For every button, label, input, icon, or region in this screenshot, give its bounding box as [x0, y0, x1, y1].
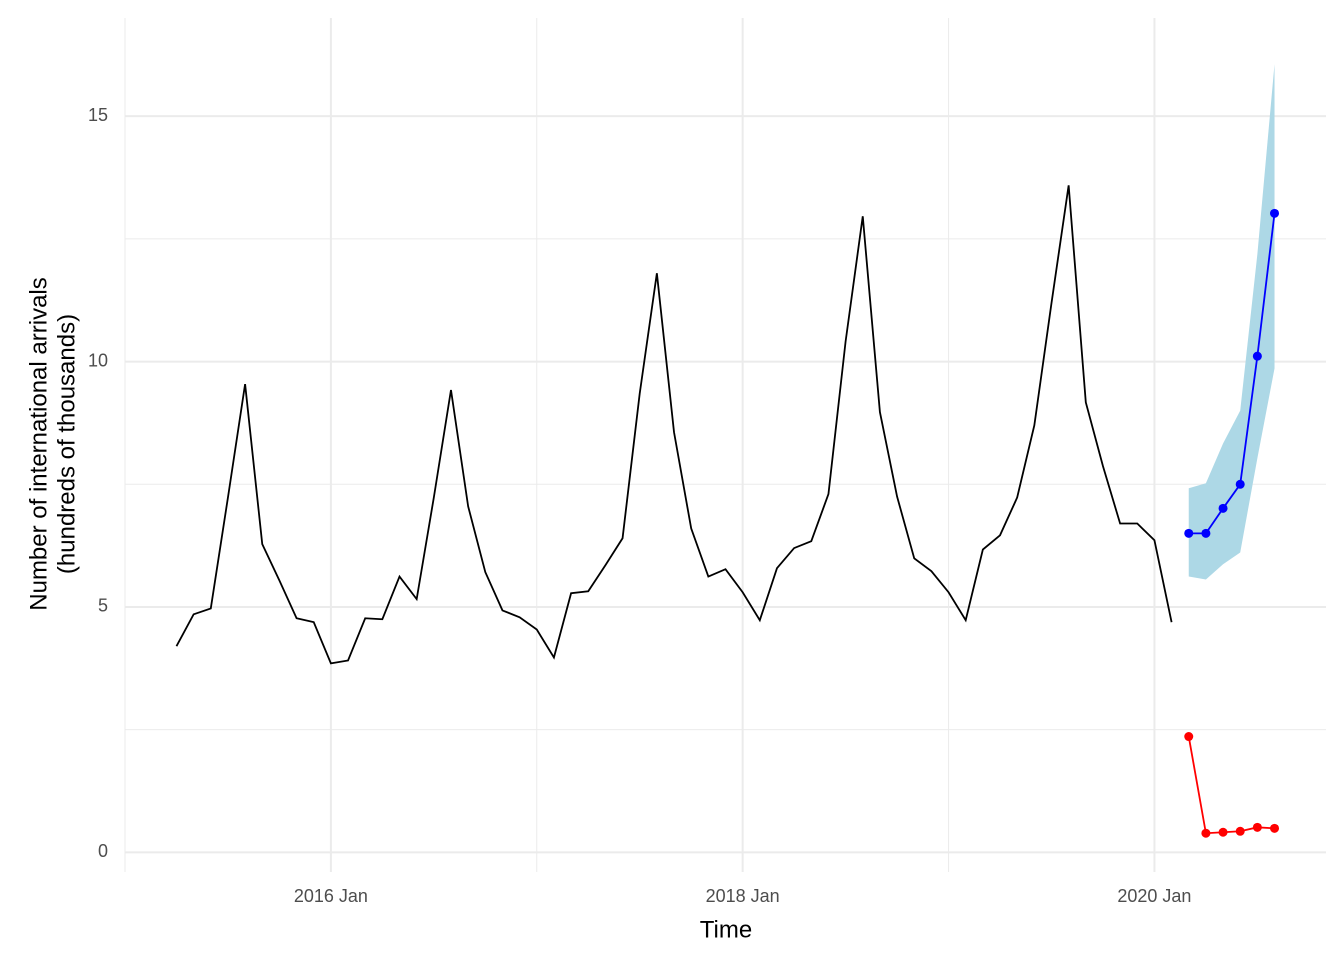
- data-point: [1252, 351, 1262, 361]
- x-axis-title: Time: [700, 916, 752, 943]
- data-point: [1218, 827, 1228, 837]
- y-axis-title: (hundreds of thousands): [53, 314, 80, 574]
- data-point: [1235, 479, 1245, 489]
- y-tick-label: 5: [98, 596, 108, 616]
- y-tick-label: 15: [88, 105, 108, 125]
- y-axis-title: Number of international arrivals: [25, 277, 52, 610]
- data-point: [1184, 528, 1194, 538]
- series-line: [1187, 736, 1275, 835]
- y-tick-label: 10: [88, 350, 108, 370]
- data-point: [1218, 503, 1228, 513]
- x-tick-label: 2020 Jan: [1117, 886, 1191, 906]
- confidence-band: [1188, 64, 1275, 580]
- data-point: [1252, 822, 1262, 832]
- data-point: [1201, 528, 1211, 538]
- y-tick-label: 0: [98, 841, 108, 861]
- data-point: [1184, 732, 1194, 742]
- plot: 0 5 10 15 2016 Jan 2018 Jan 2020 Jan: [88, 18, 1326, 906]
- data-point: [1270, 823, 1280, 833]
- data-point: [1201, 828, 1211, 838]
- data-point: [1235, 826, 1245, 836]
- series-line: [175, 185, 1173, 665]
- data-point: [1270, 208, 1280, 218]
- x-tick-label: 2018 Jan: [706, 886, 780, 906]
- x-tick-label: 2016 Jan: [294, 886, 368, 906]
